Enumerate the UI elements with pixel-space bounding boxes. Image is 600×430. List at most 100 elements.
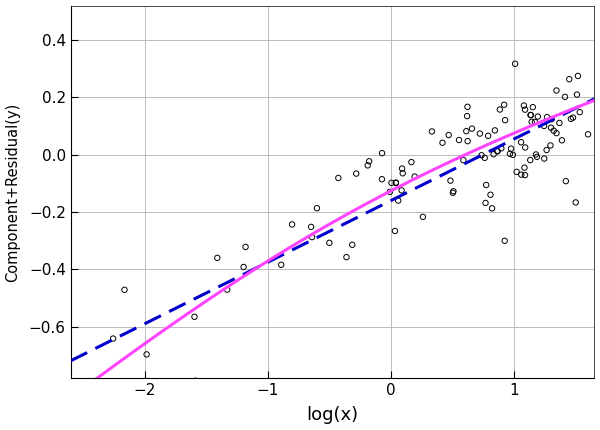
Point <box>277 261 286 268</box>
Point <box>547 116 556 123</box>
Point <box>500 237 509 244</box>
Point <box>212 255 222 261</box>
Point <box>377 150 387 157</box>
Point <box>475 130 485 137</box>
Y-axis label: Component+Residual(y): Component+Residual(y) <box>5 102 20 282</box>
Point <box>446 177 455 184</box>
Point <box>526 111 535 118</box>
Point <box>520 172 530 178</box>
Point <box>239 264 248 270</box>
Point <box>377 176 387 183</box>
Point <box>499 101 509 108</box>
Point <box>463 113 472 120</box>
Point <box>549 127 559 134</box>
Point <box>391 180 401 187</box>
Point <box>565 76 574 83</box>
Point <box>575 109 584 116</box>
Point <box>427 128 437 135</box>
Point <box>307 224 316 230</box>
Point <box>568 114 578 121</box>
Point <box>312 205 322 212</box>
Point <box>397 187 406 194</box>
Point <box>493 148 502 155</box>
Point <box>531 151 541 158</box>
Point <box>341 254 351 261</box>
Point <box>461 128 471 135</box>
Point <box>495 106 505 113</box>
Point <box>223 286 232 293</box>
Point <box>334 175 343 181</box>
Point <box>454 137 464 144</box>
Point <box>463 138 472 144</box>
Point <box>539 123 549 129</box>
Point <box>520 164 529 171</box>
Point <box>390 227 400 234</box>
Point <box>551 87 561 94</box>
Point <box>352 170 361 177</box>
Point <box>528 104 538 111</box>
Point <box>386 179 396 186</box>
Point <box>506 145 516 152</box>
Point <box>533 113 542 120</box>
Point <box>418 213 428 220</box>
Point <box>530 119 540 126</box>
Point <box>539 155 549 162</box>
Point <box>119 286 129 293</box>
Point <box>493 147 502 154</box>
Point <box>385 188 395 195</box>
Point <box>532 154 542 160</box>
Point <box>505 150 515 157</box>
Point <box>557 137 567 144</box>
Point <box>526 157 535 163</box>
Point <box>444 132 454 138</box>
Point <box>573 73 583 80</box>
Point <box>542 147 551 154</box>
Point <box>484 132 493 139</box>
Point <box>109 335 118 342</box>
Point <box>572 91 582 98</box>
Point <box>480 154 490 161</box>
Point <box>571 199 580 206</box>
Point <box>398 170 407 177</box>
Point <box>560 93 570 100</box>
Point <box>508 151 518 158</box>
Point <box>542 114 552 120</box>
Point <box>520 144 530 151</box>
Point <box>191 377 200 384</box>
Point <box>477 152 487 159</box>
Point <box>517 171 526 178</box>
Point <box>497 145 506 152</box>
Point <box>554 120 564 126</box>
X-axis label: log(x): log(x) <box>307 406 359 424</box>
Point <box>397 165 407 172</box>
Point <box>566 116 576 123</box>
Point <box>512 169 521 175</box>
Point <box>490 127 500 134</box>
Point <box>190 313 199 320</box>
Point <box>394 197 403 204</box>
Point <box>287 221 297 228</box>
Point <box>241 243 250 250</box>
Point <box>561 178 571 184</box>
Point <box>485 191 495 198</box>
Point <box>449 188 458 195</box>
Point <box>500 117 510 123</box>
Point <box>410 173 419 180</box>
Point <box>391 179 401 186</box>
Point <box>545 142 555 149</box>
Point <box>520 106 530 113</box>
Point <box>526 112 536 119</box>
Point <box>142 351 151 358</box>
Point <box>364 158 374 165</box>
Point <box>463 103 472 110</box>
Point <box>437 139 447 146</box>
Point <box>467 125 477 132</box>
Point <box>407 159 416 166</box>
Point <box>325 240 334 246</box>
Point <box>347 241 357 248</box>
Point <box>527 118 536 125</box>
Point <box>551 130 561 137</box>
Point <box>519 102 529 109</box>
Point <box>481 200 490 206</box>
Point <box>489 151 499 158</box>
